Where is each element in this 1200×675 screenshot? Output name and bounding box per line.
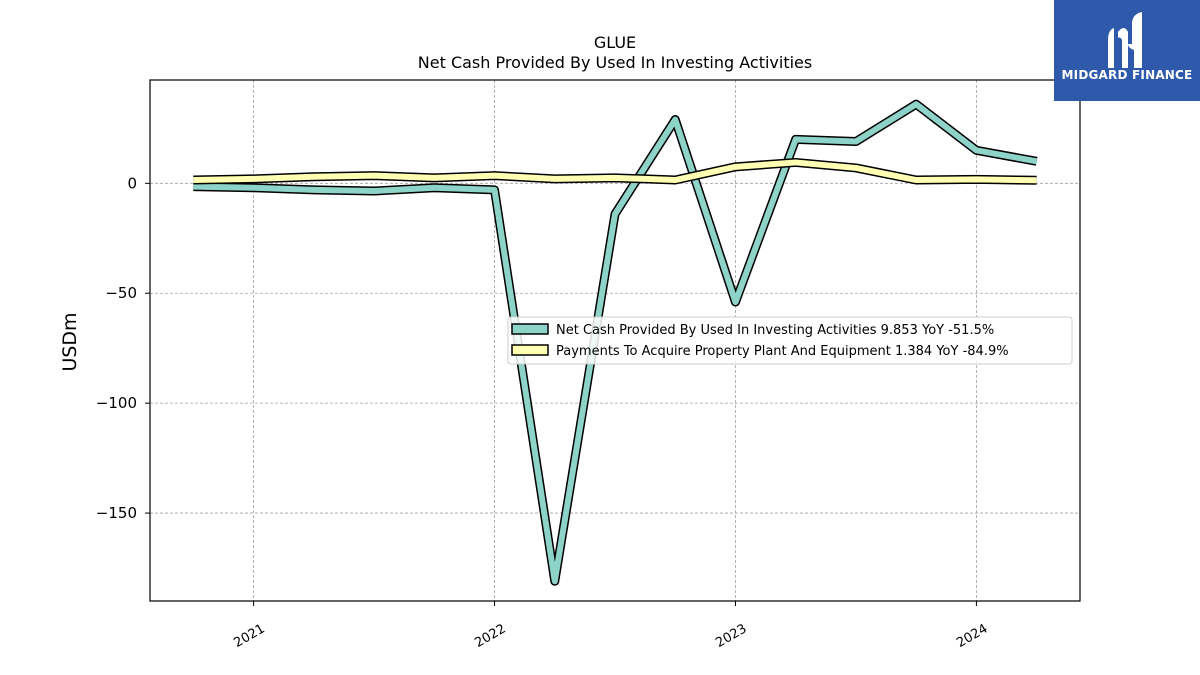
chart-title: GLUE	[594, 33, 636, 52]
legend-swatch-capex	[511, 344, 549, 356]
x-tick-label: 2023	[713, 621, 749, 651]
y-tick-label: −150	[96, 504, 137, 522]
plot-frame	[149, 79, 1081, 602]
legend-label-capex: Payments To Acquire Property Plant And E…	[556, 344, 1009, 359]
legend-label-net-cash: Net Cash Provided By Used In Investing A…	[556, 323, 994, 338]
axis-ticks: 0 −50 −100 −150 2021 2022 2023 2024	[96, 174, 991, 651]
logo-text: MIDGARD FINANCE	[1061, 68, 1193, 82]
y-tick-label: −100	[96, 394, 137, 412]
y-axis-label: USDm	[59, 312, 81, 371]
chart-subtitle: Net Cash Provided By Used In Investing A…	[418, 53, 812, 72]
midgard-logo-icon	[1108, 12, 1142, 68]
midgard-finance-logo: MIDGARD FINANCE	[1054, 0, 1200, 101]
y-tick-label: −50	[105, 284, 137, 302]
x-tick-label: 2022	[472, 621, 508, 651]
series-lines	[193, 99, 1038, 586]
y-tick-label: 0	[127, 174, 137, 192]
series-line-capex	[193, 159, 1037, 184]
legend: Net Cash Provided By Used In Investing A…	[507, 316, 1073, 365]
x-tick-label: 2021	[231, 621, 267, 651]
legend-box	[507, 316, 1073, 365]
x-tick-label: 2024	[954, 621, 990, 651]
series-line-net-cash	[193, 101, 1038, 585]
legend-swatch-net-cash	[511, 323, 549, 335]
